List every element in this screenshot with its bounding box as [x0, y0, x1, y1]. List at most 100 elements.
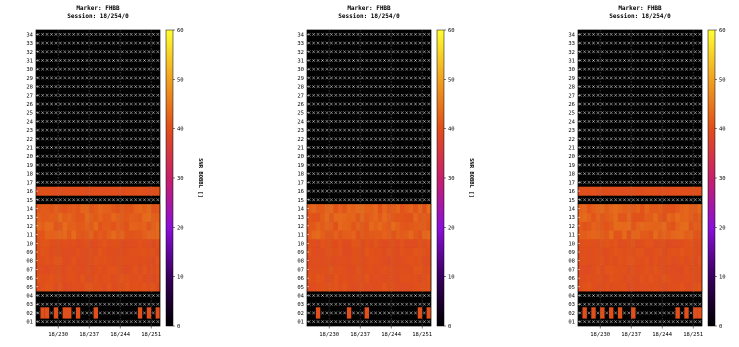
heatmap-cell — [658, 256, 663, 265]
heatmap-cell — [689, 239, 694, 248]
heatmap-cell — [334, 265, 339, 274]
x-tick-label: 18/251 — [141, 332, 161, 338]
y-tick-label: 02 — [297, 311, 304, 317]
heatmap-cell — [120, 256, 125, 265]
heatmap-cell — [85, 222, 90, 231]
x-tick-label: 18/237 — [79, 332, 99, 338]
heatmap-cell — [360, 282, 365, 291]
heatmap-cell — [89, 230, 94, 239]
heatmap-cell — [111, 256, 116, 265]
heatmap-cell — [427, 222, 432, 231]
heatmap-cell — [334, 239, 339, 248]
y-tick-label: 02 — [26, 311, 33, 317]
heatmap-cell — [58, 222, 63, 231]
heatmap-cell — [351, 265, 356, 274]
heatmap-cell — [582, 256, 587, 265]
y-tick-label: 17 — [26, 180, 33, 186]
heatmap-cell — [365, 230, 370, 239]
heatmap-cell — [58, 274, 63, 283]
heatmap-cell — [613, 248, 618, 257]
heatmap-cell — [644, 274, 649, 283]
heatmap-cell — [138, 230, 143, 239]
colorbar-tick-label: 30 — [448, 176, 455, 182]
heatmap-cell — [413, 265, 418, 274]
heatmap-cell — [156, 222, 161, 231]
heatmap-cell — [591, 187, 596, 196]
heatmap-cell — [667, 248, 672, 257]
y-tick-label: 12 — [26, 224, 33, 230]
heatmap-cell — [71, 239, 76, 248]
heatmap-cell — [151, 274, 156, 283]
heatmap-cell — [102, 274, 107, 283]
heatmap-cell — [129, 187, 134, 196]
heatmap-cell — [58, 282, 63, 291]
heatmap-cell — [689, 187, 694, 196]
heatmap-cell — [102, 204, 107, 213]
heatmap-cell — [138, 213, 143, 222]
heatmap-cell — [662, 265, 667, 274]
y-tick-label: 31 — [568, 58, 575, 64]
heatmap-cell — [40, 230, 45, 239]
heatmap-cell — [609, 239, 614, 248]
heatmap-cell — [622, 274, 627, 283]
heatmap-cell — [675, 213, 680, 222]
y-tick-label: 01 — [26, 320, 33, 326]
heatmap-cell — [58, 248, 63, 257]
y-tick-label: 19 — [568, 163, 575, 169]
heatmap-cell — [67, 239, 72, 248]
heatmap-cell — [342, 282, 347, 291]
x-tick-label: 18/251 — [412, 332, 432, 338]
heatmap-cell — [54, 307, 58, 318]
heatmap-cell — [387, 282, 392, 291]
heatmap-cell — [338, 204, 343, 213]
heatmap-cell — [689, 248, 694, 257]
heatmap-cell — [356, 256, 361, 265]
heatmap-cell — [653, 187, 658, 196]
heatmap-cell — [347, 282, 352, 291]
heatmap-cell — [334, 248, 339, 257]
heatmap-cell — [636, 222, 641, 231]
heatmap-cell — [631, 222, 636, 231]
heatmap-cell — [622, 222, 627, 231]
heatmap-cell — [120, 248, 125, 257]
heatmap-cell — [627, 274, 632, 283]
heatmap-cell — [142, 187, 147, 196]
heatmap-cell — [80, 239, 85, 248]
y-tick-label: 16 — [568, 189, 575, 195]
heatmap-cell — [631, 256, 636, 265]
heatmap-cell — [311, 230, 316, 239]
heatmap-cell — [142, 213, 147, 222]
heatmap-cell — [667, 282, 672, 291]
heatmap-cell — [98, 256, 103, 265]
heatmap-cell — [591, 230, 596, 239]
heatmap-cell — [591, 248, 596, 257]
heatmap-cell — [413, 248, 418, 257]
heatmap-cell — [49, 239, 54, 248]
heatmap-cell — [631, 213, 636, 222]
heatmap-cell — [640, 239, 645, 248]
heatmap-cell — [94, 307, 98, 318]
heatmap-cell — [329, 282, 334, 291]
heatmap-cell — [413, 282, 418, 291]
heatmap-cell — [640, 222, 645, 231]
heatmap-cell — [382, 282, 387, 291]
heatmap-cell — [89, 256, 94, 265]
heatmap-cell — [378, 256, 383, 265]
heatmap-cell — [125, 256, 130, 265]
heatmap-cell — [76, 222, 81, 231]
y-tick-label: 16 — [297, 189, 304, 195]
heatmap-cell — [382, 230, 387, 239]
heatmap-cell — [582, 222, 587, 231]
heatmap-cell — [365, 248, 370, 257]
heatmap-cell — [684, 256, 689, 265]
chart-subtitle: Session: 18/254/0 — [609, 13, 671, 20]
heatmap-cell — [600, 307, 604, 318]
heatmap-cell — [133, 187, 138, 196]
heatmap-cell — [116, 265, 121, 274]
heatmap-cell — [63, 256, 68, 265]
heatmap-cell — [378, 239, 383, 248]
heatmap-cell — [427, 204, 432, 213]
heatmap-cell — [680, 248, 685, 257]
heatmap-cell — [684, 265, 689, 274]
heatmap-cell — [120, 213, 125, 222]
